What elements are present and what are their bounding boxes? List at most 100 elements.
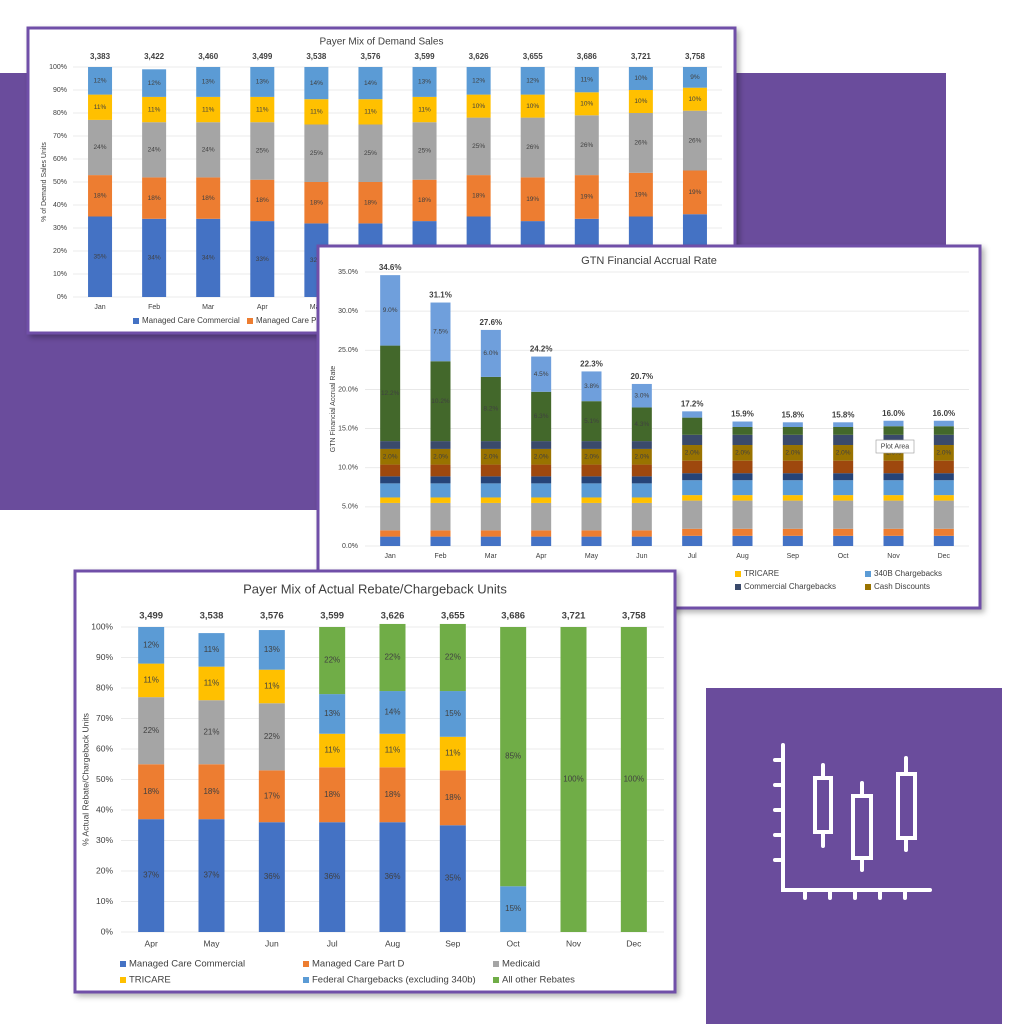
total-label: 17.2% (681, 399, 704, 408)
data-label: 18% (472, 193, 485, 200)
bar-segment (933, 420, 954, 427)
bar-segment (358, 99, 383, 125)
chart-title: GTN Financial Accrual Rate (581, 255, 717, 267)
bar-segment (631, 483, 652, 498)
data-label: 34% (148, 255, 161, 262)
bar-segment (379, 767, 406, 823)
bar-segment (581, 371, 602, 402)
bar-segment (732, 421, 753, 428)
data-label: 25% (472, 143, 485, 150)
bar-segment (412, 179, 437, 222)
bar-segment (933, 528, 954, 536)
total-label: 20.7% (630, 372, 653, 381)
bar-segment (560, 627, 587, 932)
data-label: 35% (94, 253, 107, 260)
y-tick-label: 35.0% (338, 269, 358, 276)
bar-segment (430, 497, 451, 503)
data-label: 18% (148, 195, 161, 202)
bar-segment (628, 90, 653, 113)
bar-segment (380, 530, 401, 537)
data-label: 85% (505, 752, 521, 761)
x-tick-label: Aug (385, 938, 400, 948)
data-label: 3.8% (584, 383, 599, 390)
bar-segment (430, 448, 451, 465)
legend-swatch (303, 961, 309, 967)
data-label: 11% (418, 106, 431, 113)
total-label: 24.2% (530, 345, 553, 354)
bar-segment (631, 383, 652, 408)
bar-segment (628, 113, 653, 173)
data-label: 11% (143, 675, 158, 684)
bar-segment (682, 495, 703, 501)
bar-segment (574, 67, 599, 93)
total-label: 3,422 (144, 52, 165, 61)
data-label: 18% (256, 197, 269, 204)
data-label: 11% (581, 76, 594, 83)
data-label: 7.5% (433, 329, 448, 336)
candlestick-icon (773, 743, 932, 900)
total-label: 3,686 (501, 611, 525, 622)
bar-segment (430, 464, 451, 477)
bar-segment (933, 500, 954, 529)
bar-segment (380, 345, 401, 442)
bar-segment (520, 94, 545, 118)
y-tick-label: 60% (96, 743, 113, 753)
y-tick-label: 50% (96, 774, 113, 784)
bar-segment (138, 697, 165, 765)
data-label: 2.0% (534, 453, 549, 460)
bar-segment (304, 99, 329, 125)
bar-segment (380, 464, 401, 477)
bar-segment (250, 221, 275, 297)
data-label: 11% (324, 746, 339, 755)
bar-segment (631, 536, 652, 546)
bar-segment (430, 476, 451, 484)
total-label: 3,721 (631, 52, 652, 61)
y-tick-label: 70% (53, 133, 67, 140)
bar-segment (631, 497, 652, 503)
x-tick-label: Mar (202, 304, 215, 311)
bar-segment (782, 434, 803, 446)
data-label: 18% (203, 787, 219, 796)
bar-segment (358, 182, 383, 224)
bar-segment (682, 434, 703, 446)
bar-segment (466, 94, 491, 118)
bar-segment (631, 502, 652, 531)
bar-segment (531, 476, 552, 484)
bar-segment (782, 427, 803, 435)
data-label: 24% (148, 147, 161, 154)
y-axis-label: % of Demand Sales Units (41, 142, 48, 222)
y-tick-label: 20% (96, 865, 113, 875)
bar-segment (682, 535, 703, 546)
bar-segment (430, 502, 451, 531)
bar-segment (480, 464, 501, 477)
data-label: 11% (310, 109, 323, 116)
bar-segment (142, 69, 167, 97)
y-tick-label: 70% (96, 713, 113, 723)
y-tick-label: 30% (53, 225, 67, 232)
bar-segment (628, 172, 653, 217)
total-label: 3,499 (139, 611, 163, 622)
total-label: 3,655 (523, 52, 544, 61)
data-label: 3.0% (634, 392, 649, 399)
bar-segment (480, 448, 501, 465)
bar-segment (883, 535, 904, 546)
y-tick-label: 0% (57, 294, 67, 301)
bar-segment (682, 528, 703, 536)
bar-segment (380, 502, 401, 531)
data-label: 18% (418, 197, 431, 204)
bar-segment (782, 495, 803, 501)
bar-segment (933, 535, 954, 546)
total-label: 3,499 (252, 52, 273, 61)
y-tick-label: 25.0% (338, 347, 358, 354)
bar-segment (480, 502, 501, 531)
bar-segment (833, 427, 854, 435)
y-tick-label: 80% (53, 110, 67, 117)
total-label: 3,576 (260, 611, 284, 622)
legend-swatch (303, 977, 309, 983)
bar-segment (883, 426, 904, 435)
data-label: 37% (203, 871, 219, 880)
legend-swatch (120, 961, 126, 967)
y-tick-label: 50% (53, 179, 67, 186)
y-tick-label: 15.0% (338, 425, 358, 432)
